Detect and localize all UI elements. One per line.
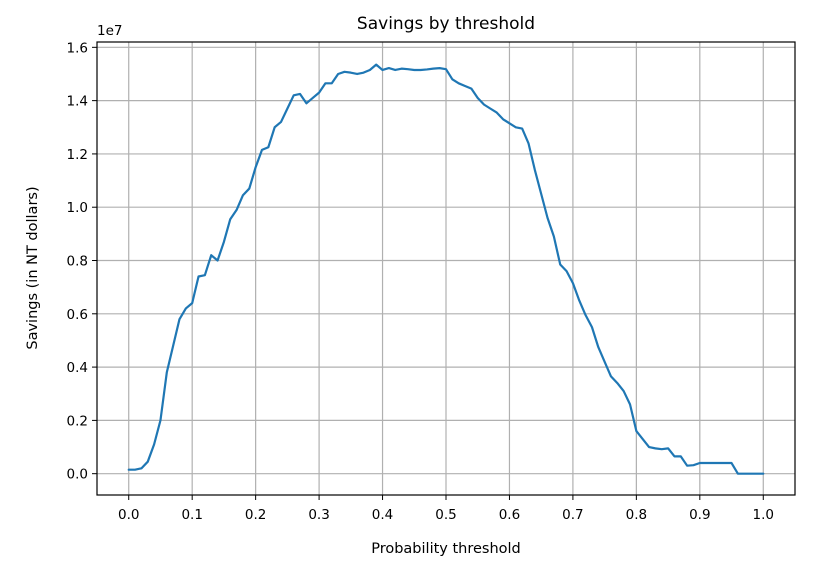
y-tick-label: 0.2 [67,413,88,429]
y-tick-label: 0.8 [67,254,88,270]
x-axis-ticks: 0.0 0.1 0.2 0.3 0.4 0.5 0.6 0.7 0.8 0.9 1.0 [118,495,774,523]
x-tick-label: 0.4 [372,507,393,523]
y-tick-label: 1.4 [67,94,88,110]
y-tick-label: 0.4 [67,360,88,376]
y-axis-ticks: 0.0 0.2 0.4 0.6 0.8 1.0 1.2 1.4 1.6 [67,40,97,483]
y-tick-label: 0.6 [67,307,88,323]
series-layer [127,63,765,475]
x-tick-label: 0.2 [245,507,266,523]
x-tick-label: 0.9 [689,507,710,523]
x-tick-label: 0.8 [626,507,647,523]
y-tick-label: 0.0 [67,467,88,483]
grid-lines [97,42,795,495]
x-tick-label: 0.1 [181,507,202,523]
x-tick-label: 0.6 [499,507,520,523]
y-tick-label: 1.6 [67,40,88,56]
y-axis-offset-label: 1e7 [97,23,122,39]
chart-title: Savings by threshold [357,14,535,34]
x-tick-label: 1.0 [753,507,774,523]
x-axis-title: Probability threshold [371,541,521,557]
x-tick-label: 0.5 [435,507,456,523]
series-line [127,63,765,475]
y-tick-label: 1.2 [67,147,88,163]
y-tick-label: 1.0 [67,200,88,216]
x-tick-label: 0.7 [562,507,583,523]
x-tick-label: 0.0 [118,507,139,523]
y-axis-title: Savings (in NT dollars) [25,186,41,349]
x-tick-label: 0.3 [308,507,329,523]
